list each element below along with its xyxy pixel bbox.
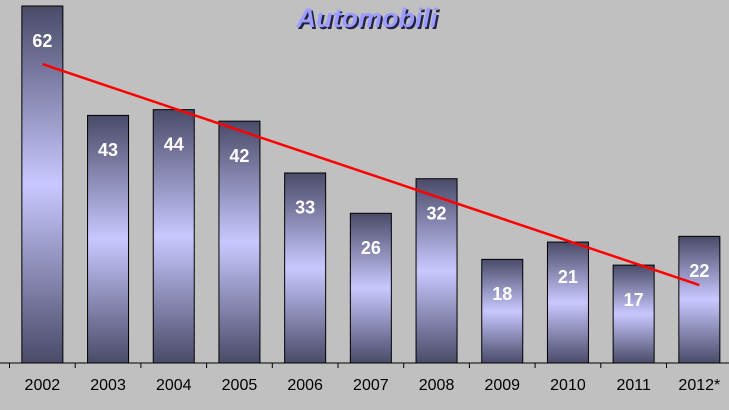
data-label: 33 bbox=[295, 198, 315, 218]
bar bbox=[284, 172, 327, 364]
data-label: 22 bbox=[689, 261, 709, 281]
x-tick-label: 2008 bbox=[419, 377, 455, 394]
x-tick-label: 2010 bbox=[550, 377, 586, 394]
data-label: 17 bbox=[624, 290, 644, 310]
x-tick-label: 2002 bbox=[25, 377, 61, 394]
x-tick-label: 2009 bbox=[484, 377, 520, 394]
data-label: 42 bbox=[229, 146, 249, 166]
x-tick-label: 2003 bbox=[90, 377, 126, 394]
bar bbox=[546, 241, 589, 364]
x-tick-label: 2007 bbox=[353, 377, 389, 394]
data-label: 43 bbox=[98, 140, 118, 160]
x-tick-label: 2005 bbox=[222, 377, 258, 394]
data-label: 18 bbox=[492, 284, 512, 304]
bar bbox=[612, 264, 655, 364]
bar bbox=[21, 5, 64, 364]
bar bbox=[349, 212, 392, 364]
data-label: 32 bbox=[427, 203, 447, 223]
data-label: 26 bbox=[361, 238, 381, 258]
bar bbox=[152, 109, 195, 364]
bar bbox=[678, 235, 721, 364]
bar bbox=[481, 258, 524, 364]
x-tick-label: 2011 bbox=[616, 377, 651, 394]
data-label: 62 bbox=[32, 31, 52, 51]
data-label: 21 bbox=[558, 267, 578, 287]
chart-title: Automobili bbox=[296, 3, 438, 33]
title-shadow: Automobili bbox=[298, 5, 440, 35]
x-tick-label: 2012* bbox=[678, 377, 720, 394]
x-tick-label: 2004 bbox=[156, 377, 192, 394]
x-tick-label: 2006 bbox=[287, 377, 323, 394]
trend-line bbox=[41, 62, 700, 287]
data-label: 44 bbox=[164, 134, 184, 154]
